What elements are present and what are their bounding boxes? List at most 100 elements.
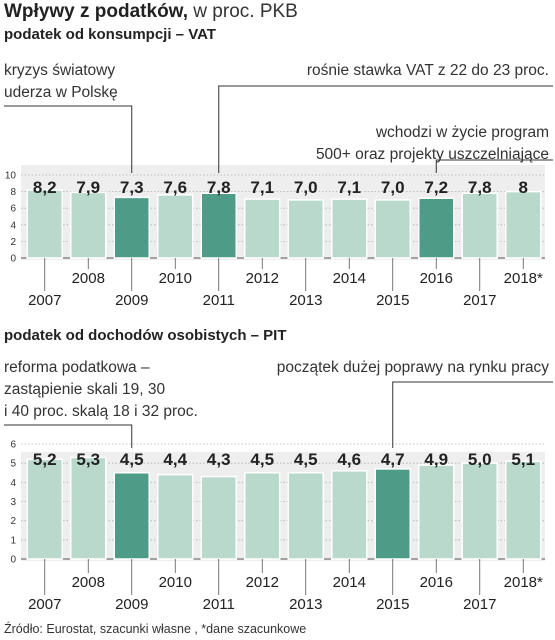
pit-bar-2013 <box>287 472 324 560</box>
vat-x-tick-label: 2016 <box>420 270 453 287</box>
vat-value-label: 7,8 <box>207 178 231 197</box>
pit-plot-band <box>21 452 545 561</box>
vat-chart-title: podatek od konsumpcji – VAT <box>4 26 216 43</box>
source-note: Źródło: Eurostat, szacunki własne , *dan… <box>4 622 307 636</box>
pit-x-tick-label: 2007 <box>28 596 61 613</box>
vat-bar-2013 <box>287 199 324 259</box>
pit-y-tick-label: 5 <box>10 459 16 470</box>
vat-value-label: 7,2 <box>424 178 448 197</box>
pit-x-tick-label: 2015 <box>376 596 409 613</box>
vat-value-label: 7,6 <box>163 178 187 197</box>
annotation-line: i 40 proc. skalą 18 i 32 proc. <box>4 403 198 420</box>
pit-y-tick-label: 0 <box>10 555 16 566</box>
vat-x-tick-label: 2018* <box>504 270 543 287</box>
vat-value-label: 7,8 <box>468 178 492 197</box>
vat-value-label: 7,0 <box>294 178 318 197</box>
pit-value-label: 4,7 <box>381 450 405 469</box>
pit-bar-2015 <box>374 468 411 560</box>
vat-x-tick-label: 2012 <box>246 270 279 287</box>
vat-value-label: 8,2 <box>33 178 57 197</box>
pit-value-label: 4,9 <box>424 450 448 469</box>
pit-bar-2016 <box>418 464 455 560</box>
pit-y-tick-label: 2 <box>10 516 16 527</box>
vat-leader-500plus <box>435 159 553 173</box>
vat-value-label: 7,1 <box>337 178 361 197</box>
vat-bar-2018 <box>505 190 542 259</box>
vat-bar-2012 <box>244 198 281 259</box>
vat-value-label: 7,9 <box>76 178 100 197</box>
vat-bar-2008 <box>70 191 107 259</box>
pit-bar-2009 <box>113 472 150 560</box>
pit-x-tick-label: 2009 <box>115 596 148 613</box>
pit-bar-2011 <box>200 475 237 560</box>
pit-value-label: 5,0 <box>468 450 492 469</box>
annotation-line: wchodzi w życie program <box>375 124 549 141</box>
pit-bar-2010 <box>157 473 194 560</box>
pit-x-tick-label: 2013 <box>289 596 322 613</box>
vat-annotation-crisis-line1: kryzys światowy uderza w Polskę <box>4 60 118 104</box>
pit-x-tick-label: 2011 <box>203 596 235 613</box>
vat-bar-2007 <box>26 189 63 259</box>
pit-bar-2012 <box>244 472 281 560</box>
pit-y-tick-label: 1 <box>10 535 16 546</box>
vat-annotation-500plus: wchodzi w życie program 500+ oraz projekt… <box>316 122 549 166</box>
annotation-line: zastąpienie skali 19, 30 <box>4 381 166 398</box>
pit-value-label: 5,3 <box>76 450 100 469</box>
pit-x-tick-label: 2012 <box>246 574 279 591</box>
pit-value-label: 4,3 <box>207 450 231 469</box>
pit-value-label: 5,2 <box>33 450 57 469</box>
vat-x-tick-label: 2015 <box>376 292 409 309</box>
annotation-line: uderza w Polskę <box>4 84 118 101</box>
vat-x-tick-label: 2014 <box>333 270 366 287</box>
pit-value-label: 5,1 <box>511 450 535 469</box>
vat-x-tick-label: 2010 <box>159 270 192 287</box>
pit-x-tick-label: 2017 <box>463 596 496 613</box>
pit-leader-labour-market <box>392 381 553 448</box>
vat-y-tick-label: 10 <box>5 171 17 182</box>
page-title: Wpływy z podatków, w proc. PKB <box>4 0 298 24</box>
annotation-line: reforma podatkowa – <box>4 359 150 376</box>
vat-y-tick-label: 0 <box>10 254 16 265</box>
vat-leader-crisis <box>4 105 133 173</box>
vat-y-tick-label: 6 <box>10 204 16 215</box>
pit-x-tick-label: 2010 <box>159 574 192 591</box>
vat-x-tick-label: 2009 <box>115 292 148 309</box>
vat-plot-band <box>21 165 545 260</box>
pit-y-tick-label: 6 <box>10 440 16 451</box>
vat-x-tick-label: 2007 <box>28 292 61 309</box>
pit-chart-title: podatek od dochodów osobistych – PIT <box>4 327 287 344</box>
vat-y-tick-label: 4 <box>10 220 16 231</box>
pit-x-tick-label: 2014 <box>333 574 366 591</box>
pit-x-tick-label: 2018* <box>504 574 543 591</box>
vat-leader-vat-rate <box>218 85 553 173</box>
pit-bar-2008 <box>70 456 107 560</box>
pit-value-label: 4,4 <box>163 450 187 469</box>
vat-annotation-vat-rate: rośnie stawka VAT z 22 do 23 proc. <box>306 62 549 79</box>
pit-x-tick-label: 2008 <box>72 574 105 591</box>
vat-bar-2017 <box>461 192 498 259</box>
pit-annotation-reform: reforma podatkowa – zastąpienie skali 19,… <box>4 357 198 423</box>
vat-value-label: 8 <box>519 178 528 197</box>
vat-x-tick-label: 2011 <box>203 292 235 309</box>
vat-x-tick-label: 2013 <box>289 292 322 309</box>
pit-y-tick-label: 3 <box>10 497 16 508</box>
vat-bar-2015 <box>374 199 411 259</box>
vat-value-label: 7,3 <box>120 178 144 197</box>
vat-x-tick-label: 2008 <box>72 270 105 287</box>
vat-bar-2009 <box>113 196 150 259</box>
vat-x-tick-label: 2017 <box>463 292 496 309</box>
pit-bar-2017 <box>461 462 498 560</box>
pit-value-label: 4,5 <box>294 450 318 469</box>
vat-value-label: 7,1 <box>250 178 274 197</box>
pit-y-tick-label: 4 <box>10 478 16 489</box>
vat-bar-2010 <box>157 194 194 259</box>
vat-y-tick-label: 8 <box>10 187 16 198</box>
annotation-line: kryzys światowy <box>4 62 116 79</box>
pit-bar-2014 <box>331 470 368 560</box>
title-main: Wpływy z podatków, <box>4 1 189 22</box>
pit-bar-2018 <box>505 460 542 560</box>
vat-bar-2011 <box>200 192 237 259</box>
vat-bar-2016 <box>418 197 455 259</box>
pit-leader-reform <box>4 424 133 448</box>
